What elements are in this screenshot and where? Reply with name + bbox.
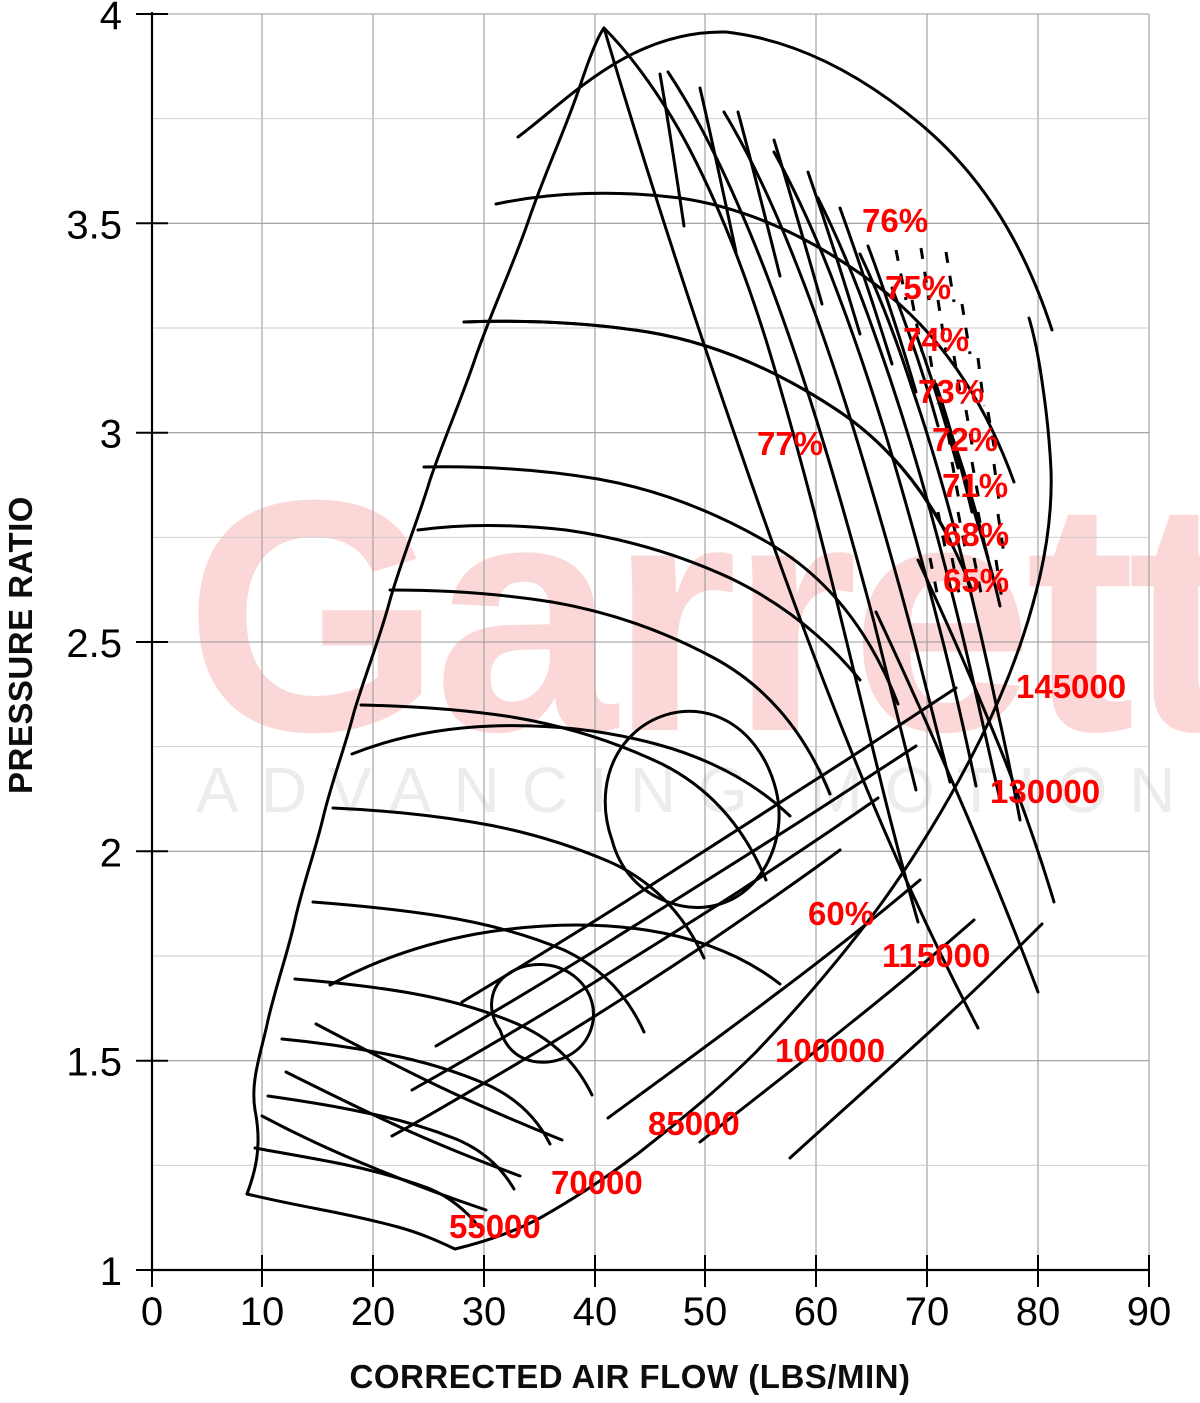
efficiency-island-inner-upper xyxy=(603,709,781,909)
efficiency-contour-77 xyxy=(602,26,920,924)
right-flank-lines xyxy=(602,26,1056,1030)
efficiency-contour-60 xyxy=(390,848,842,1138)
efficiency-label-72: 72% xyxy=(932,421,998,458)
efficiency-contour-lowleft-c xyxy=(314,1022,564,1142)
efficiency-label-group: 76% 75% 74% 73% 72% 71% 68% 65% 77% 60% xyxy=(757,202,1009,932)
speed-line-78000 xyxy=(280,1037,552,1146)
speed-line-62000 xyxy=(253,1146,481,1229)
efficiency-contour-65b xyxy=(410,796,880,1092)
efficiency-contour-low-b xyxy=(350,724,792,818)
speed-label-group: 145000 130000 115000 100000 85000 70000 … xyxy=(449,668,1126,1245)
grid-horizontal xyxy=(152,13,1149,1271)
speed-label-130000: 130000 xyxy=(990,773,1100,810)
x-tick-30: 30 xyxy=(462,1290,507,1334)
efficiency-label-71: 71% xyxy=(942,467,1008,504)
x-tick-80: 80 xyxy=(1016,1290,1061,1334)
efficiency-label-65: 65% xyxy=(943,562,1009,599)
x-tick-labels: 0 10 20 30 40 50 60 70 80 90 xyxy=(141,1290,1171,1334)
efficiency-contour-low-a xyxy=(328,923,782,987)
x-tick-90: 90 xyxy=(1127,1290,1172,1334)
efficiency-label-68: 68% xyxy=(943,516,1009,553)
lower-right-tails xyxy=(606,878,1044,1160)
x-tick-50: 50 xyxy=(683,1290,728,1334)
efficiency-label-60: 60% xyxy=(808,895,874,932)
speed-label-115000: 115000 xyxy=(882,937,990,974)
speed-line-100000 xyxy=(331,806,706,960)
y-tick-3: 3 xyxy=(100,413,122,457)
speed-line-108000 xyxy=(359,703,768,882)
y-tick-labels: 4 3.5 3 2.5 2 1.5 1 xyxy=(66,0,122,1294)
y-axis-title: PRESSURE RATIO xyxy=(2,496,39,794)
efficiency-label-77: 77% xyxy=(757,425,823,462)
speed-line-122000 xyxy=(422,465,900,706)
speed-line-70000 xyxy=(266,1094,516,1191)
efficiency-contour-68b xyxy=(434,744,918,1048)
speed-label-70000: 70000 xyxy=(551,1164,643,1201)
watermark-brand: Garrett xyxy=(185,431,1200,800)
x-tick-20: 20 xyxy=(351,1290,396,1334)
efficiency-label-76: 76% xyxy=(862,202,928,239)
efficiency-contour-lowleft-b xyxy=(284,1070,522,1178)
efficiency-contour-75 xyxy=(722,110,952,784)
speed-line-85000 xyxy=(293,977,594,1097)
x-tick-10: 10 xyxy=(240,1290,285,1334)
speed-label-100000: 100000 xyxy=(775,1032,885,1069)
speed-label-55000: 55000 xyxy=(449,1208,541,1245)
crown-spokes xyxy=(658,72,1002,608)
x-tick-0: 0 xyxy=(141,1290,163,1334)
compressor-map-curves xyxy=(245,26,1056,1251)
efficiency-label-74: 74% xyxy=(903,321,969,358)
efficiency-contour-low-c xyxy=(416,524,862,682)
y-tick-1: 1 xyxy=(100,1250,122,1294)
y-tick-2.5: 2.5 xyxy=(66,622,122,666)
y-tick-2: 2 xyxy=(100,831,122,875)
efficiency-contour-73 xyxy=(816,196,1002,802)
surge-line xyxy=(245,26,606,1196)
efficiency-contour-71b xyxy=(460,686,958,1004)
efficiency-contour-72 xyxy=(858,252,1022,822)
x-tick-60: 60 xyxy=(794,1290,839,1334)
efficiency-contour-76 xyxy=(666,70,918,792)
x-axis-title: CORRECTED AIR FLOW (LBS/MIN) xyxy=(350,1358,911,1395)
efficiency-label-73: 73% xyxy=(918,373,984,410)
x-tick-40: 40 xyxy=(573,1290,618,1334)
x-tick-70: 70 xyxy=(905,1290,950,1334)
speed-label-145000: 145000 xyxy=(1016,668,1126,705)
efficiency-contour-lowleft-a xyxy=(260,1114,488,1212)
speed-line-145000 xyxy=(516,30,1054,332)
speed-line-138000 xyxy=(494,191,1016,484)
speed-label-85000: 85000 xyxy=(648,1105,740,1142)
speed-line-55000 xyxy=(245,1192,457,1251)
y-tick-1.5: 1.5 xyxy=(66,1041,122,1085)
efficiency-contour-low-d xyxy=(462,319,952,542)
choke-line xyxy=(453,316,1053,1251)
y-tick-3.5: 3.5 xyxy=(66,203,122,247)
speed-line-93000 xyxy=(311,900,646,1034)
efficiency-label-75: 75% xyxy=(885,269,951,306)
x-axis-ticks xyxy=(151,1255,1150,1287)
y-tick-4: 4 xyxy=(100,0,122,38)
watermark-tagline: ADVANCING MOTION xyxy=(196,754,1198,826)
speed-line-115000 xyxy=(388,588,832,796)
